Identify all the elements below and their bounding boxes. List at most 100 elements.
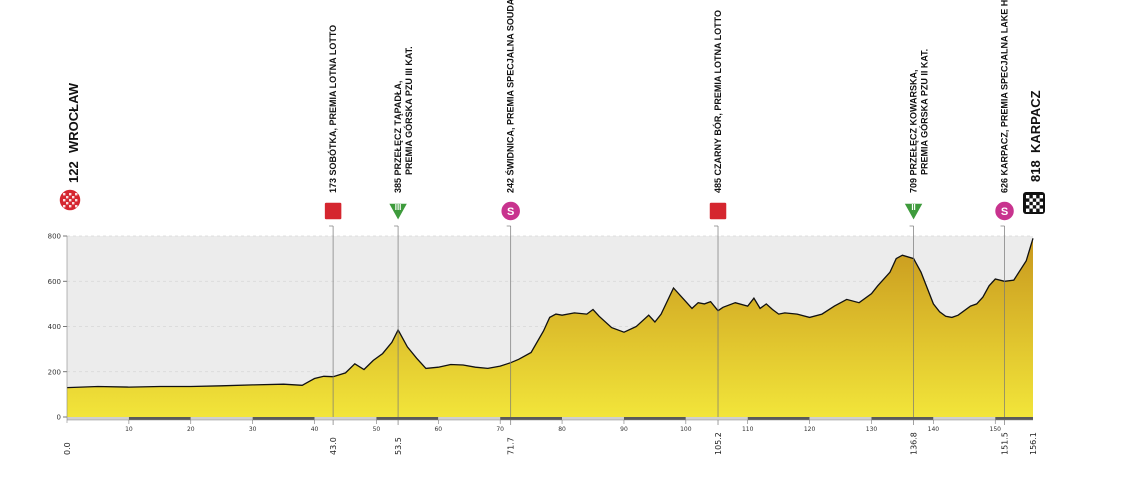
y-tick-label: 600	[48, 278, 61, 286]
start-flag-check	[69, 205, 72, 208]
point-label: 626 KARPACZ, PREMIA SPECJALNA LAKE HILL	[1000, 0, 1010, 193]
x-tick-label: 150	[990, 426, 1002, 433]
finish-flag-check	[1032, 208, 1037, 212]
x-tick-label: 80	[558, 426, 566, 433]
points-layer: 122 WROCŁAW 0.0 818 KARPACZ 156.1 173 SOBÓTKA,…	[58, 0, 1045, 455]
finish-elevation: 818	[1028, 160, 1043, 182]
finish-flag-check	[1029, 205, 1033, 209]
start-flag-check	[72, 196, 75, 199]
finish-flag-check	[1026, 208, 1030, 212]
point-km-label: 53.5	[394, 437, 403, 455]
elevation-area-layer	[66, 238, 1034, 417]
sprint-icon	[323, 201, 343, 221]
start-flag-check	[69, 199, 72, 202]
finish-name: KARPACZ	[1028, 90, 1043, 153]
start-flag-check	[63, 199, 66, 202]
start-name: WROCŁAW	[66, 82, 81, 153]
x-tick-label: 70	[496, 426, 504, 433]
finish-flag-check	[1029, 198, 1033, 202]
distance-bar-segment	[67, 417, 129, 420]
x-tick-label: 30	[249, 426, 257, 433]
special-icon	[499, 200, 522, 222]
climb-category: III	[395, 203, 402, 212]
start-flag-check	[63, 193, 66, 196]
y-tick-label: 800	[48, 233, 61, 241]
x-tick-label: 100	[680, 426, 692, 433]
start-flag-check	[75, 205, 78, 208]
finish-flag-check	[1039, 208, 1043, 212]
start-flag-check	[72, 202, 75, 205]
special-icon	[993, 200, 1016, 222]
elevation-area	[67, 238, 1033, 417]
start-flag-check	[63, 205, 66, 208]
distance-bar-segment	[252, 417, 315, 420]
climb-category: II	[911, 203, 915, 212]
finish-flag-check	[1026, 195, 1030, 199]
x-tick-label: 130	[866, 426, 878, 433]
x-tick-label: 10	[125, 426, 133, 433]
finish-flag-check	[1032, 195, 1037, 199]
finish-flag-check	[1026, 201, 1030, 206]
special-letter: S	[1001, 206, 1008, 218]
x-tick-label: 120	[804, 426, 816, 433]
point-climb-marker: III	[386, 202, 410, 425]
point-label-secondary: PREMIA GÓRSKA PZU II KAT.	[919, 49, 930, 175]
start-flag-check	[75, 199, 78, 202]
distance-bar-segment	[438, 417, 501, 420]
point-km-label: 71.7	[507, 437, 516, 455]
point-label: 173 SOBÓTKA, PREMIA LOTNA LOTTO	[327, 25, 338, 193]
distance-bar-segment	[685, 417, 748, 420]
start-km-label: 0.0	[63, 442, 72, 455]
finish-flag-check	[1036, 198, 1040, 202]
x-tick-label: 50	[373, 426, 381, 433]
finish-flag-check	[1039, 201, 1043, 206]
axis-layer: 0 200 400 600 800 10 20 30 40 50 60 70 80 90 100 110 120…	[48, 233, 1033, 433]
y-tick-label: 0	[57, 414, 61, 422]
x-tick-label: 90	[620, 426, 628, 433]
x-tick-label: 60	[434, 426, 442, 433]
distance-bar-segment	[995, 417, 1033, 420]
finish-flag-check	[1032, 201, 1037, 206]
start-elevation: 122	[66, 161, 81, 183]
distance-bar-segment	[376, 417, 439, 420]
special-letter: S	[507, 206, 514, 218]
point-km-label: 105.2	[714, 432, 723, 455]
point-climb-marker: II	[902, 202, 925, 425]
distance-bar-segment	[314, 417, 377, 420]
point-km-label: 43.0	[329, 437, 338, 455]
x-tick-label: 20	[187, 426, 195, 433]
climb-icon	[902, 202, 925, 223]
point-special-marker: S	[499, 200, 522, 425]
point-label: 242 ŚWIDNICA, PREMIA SPECJALNA SOUDAL	[505, 0, 516, 193]
point-sprint-marker	[708, 201, 728, 425]
start-flag-check	[66, 196, 69, 199]
elevation-line	[66, 238, 1034, 389]
distance-bar-segment	[190, 417, 253, 420]
distance-bar-segment	[933, 417, 996, 420]
start-flag-check	[66, 202, 69, 205]
distance-bar-segment	[623, 417, 686, 420]
distance-bar-segment	[871, 417, 934, 420]
x-tick-label: 140	[928, 426, 940, 433]
x-tick-label: 40	[311, 426, 319, 433]
point-km-label: 136.8	[910, 432, 919, 455]
point-sprint-marker	[323, 201, 343, 425]
x-tick-label: 110	[742, 426, 754, 433]
sprint-icon	[708, 201, 728, 221]
point-km-label: 151.5	[1001, 432, 1010, 455]
distance-bar-segment	[562, 417, 624, 420]
distance-bar-segment	[809, 417, 872, 420]
distance-bar-segment	[500, 417, 563, 420]
start-marker	[58, 188, 82, 212]
point-label: 385 PRZEŁĘCZ TĄPADŁA,	[393, 81, 403, 193]
finish-flag-check	[1036, 205, 1040, 209]
point-special-marker: S	[993, 200, 1016, 425]
start-flag-check	[69, 193, 72, 196]
y-tick-label: 200	[48, 368, 61, 376]
finish-marker	[1023, 192, 1045, 214]
point-label: 485 CZARNY BÓR, PREMIA LOTNA LOTTO	[712, 10, 723, 193]
y-tick-label: 400	[48, 323, 61, 331]
start-flag-check	[75, 193, 78, 196]
distance-bar-segment	[128, 417, 191, 420]
